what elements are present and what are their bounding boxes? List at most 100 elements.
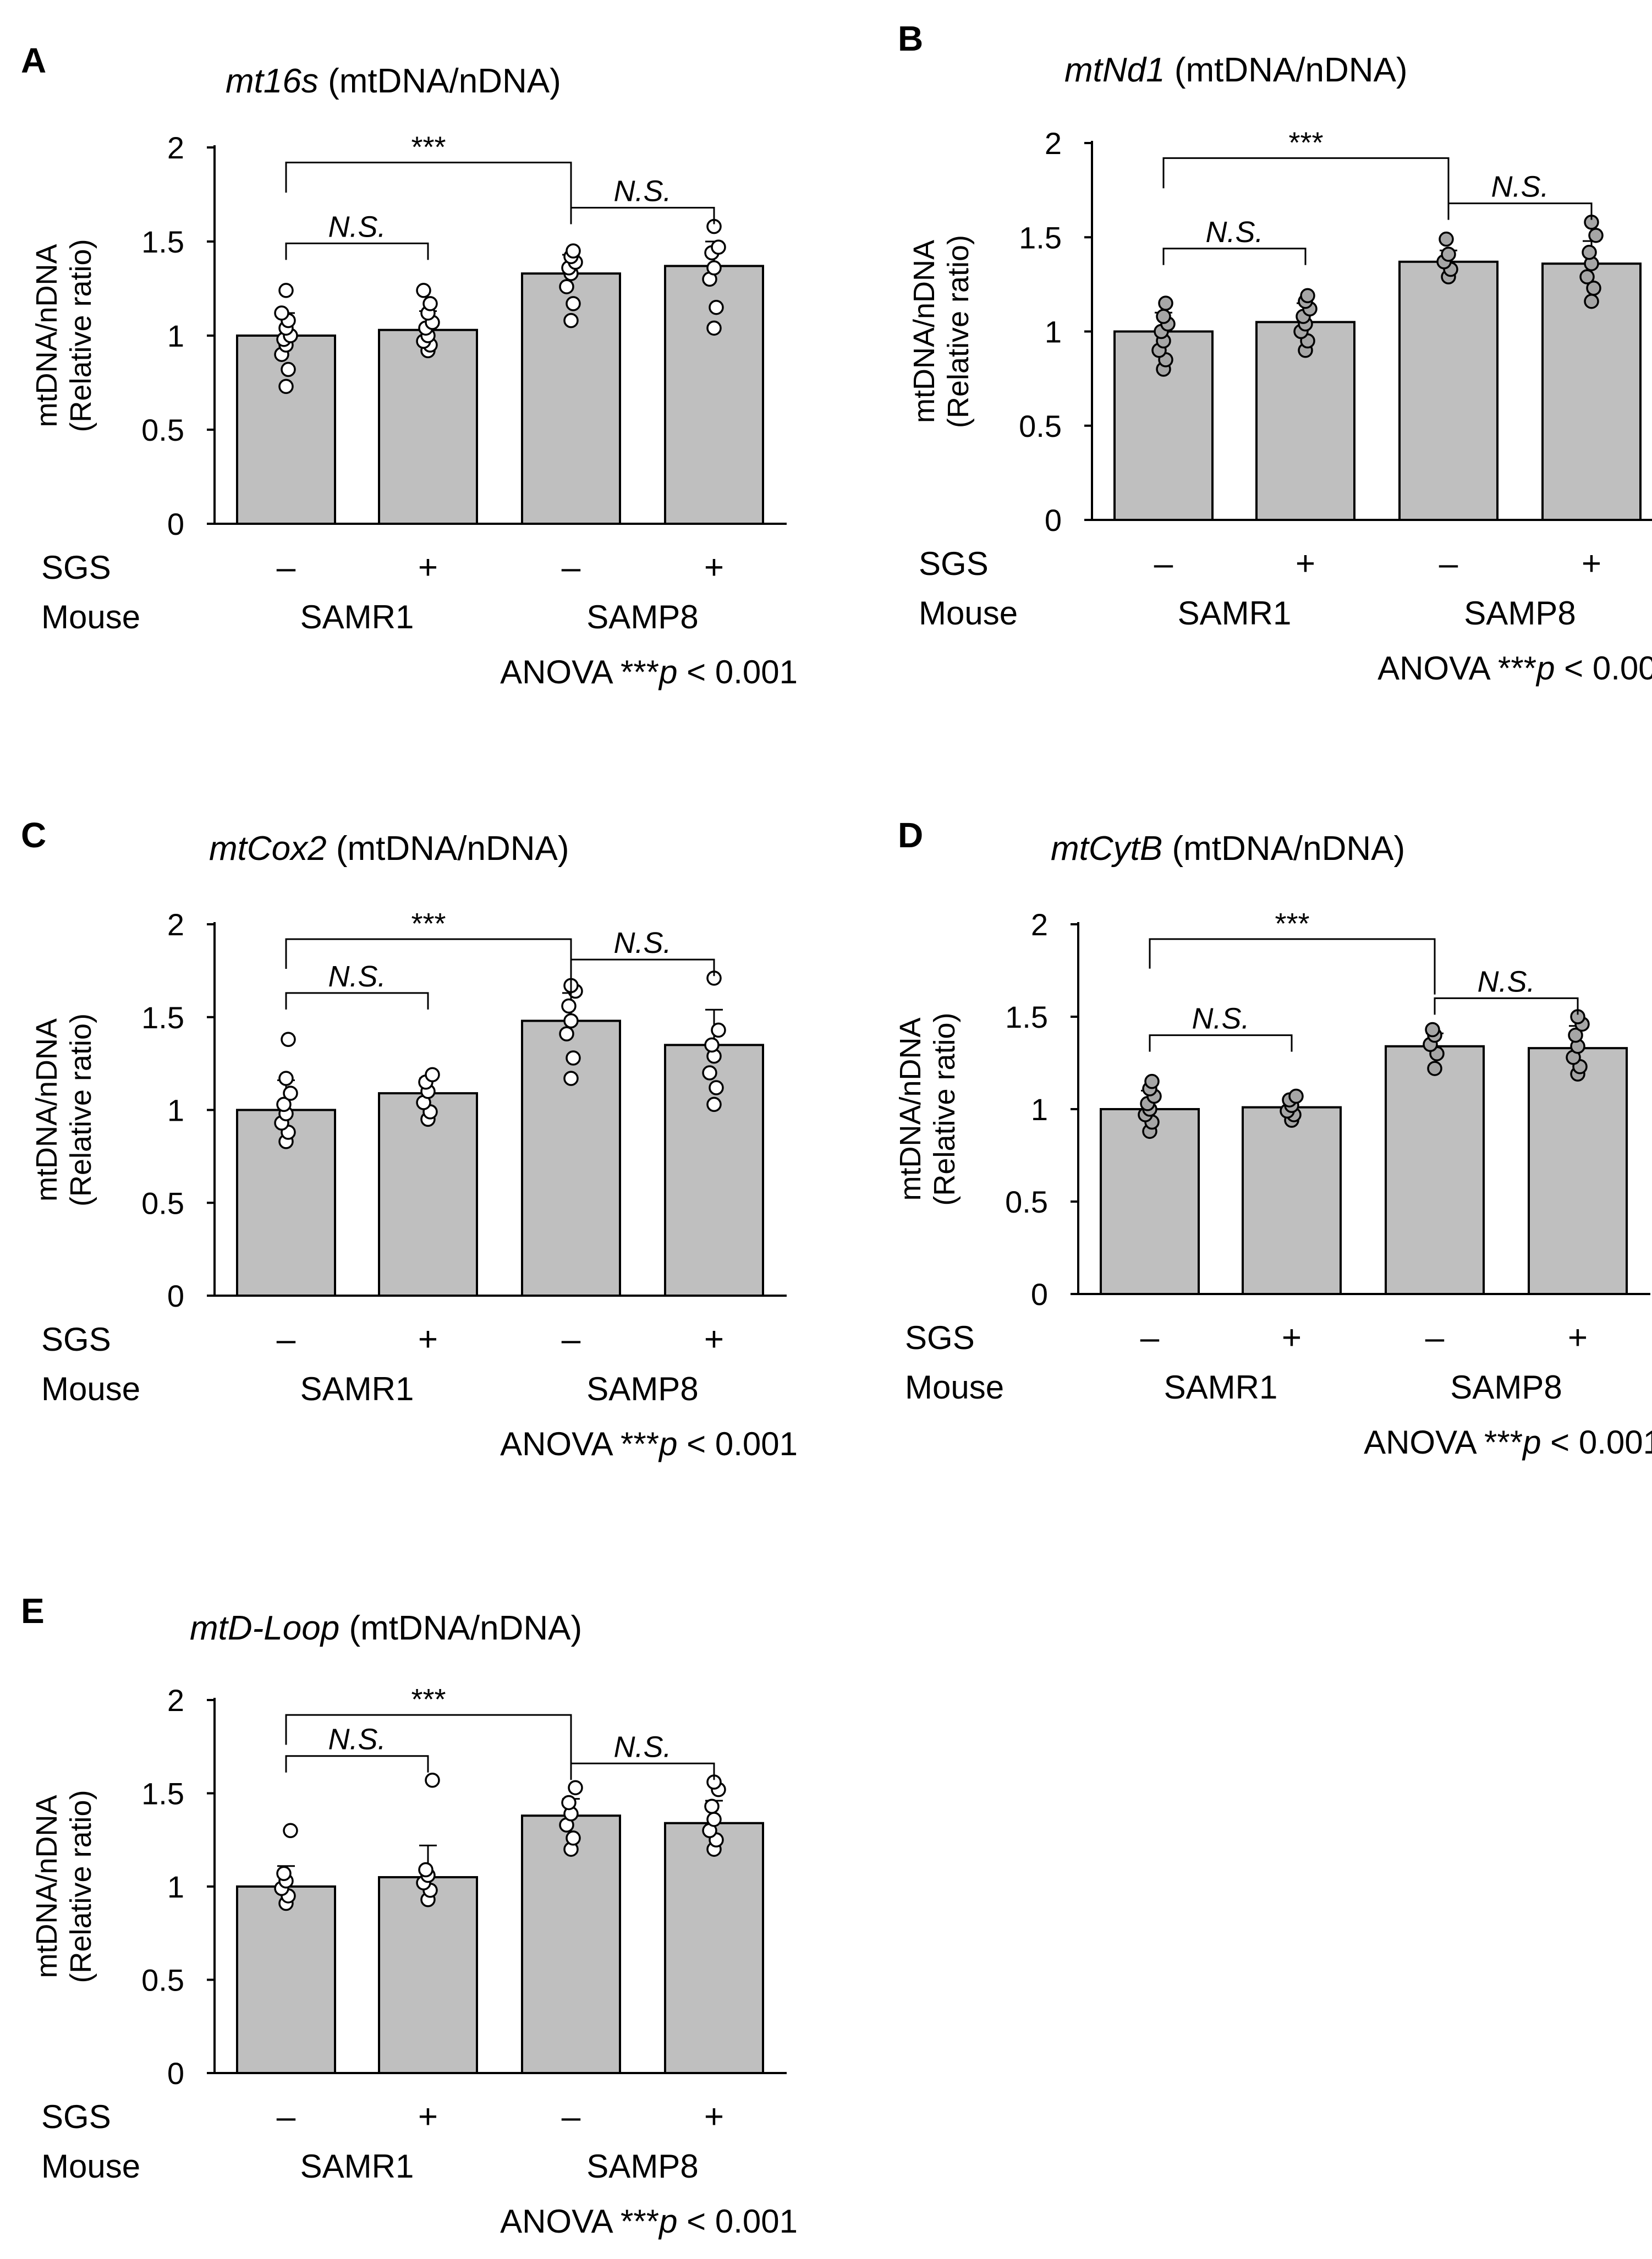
bracket-main-B [1162,157,1450,215]
mouse-row-label-C: Mouse [41,1370,140,1407]
sgs-sign-D-1: + [1282,1319,1302,1357]
mouse-group-C-1: SAMP8 [586,1370,698,1407]
sgs-sign-E-0: – [277,2098,296,2136]
sgs-sign-D-2: – [1425,1319,1445,1357]
sgs-sign-E-1: + [418,2098,438,2136]
significance-left-D: N.S. [1192,1002,1249,1035]
sgs-sign-E-3: + [704,2098,724,2136]
data-point-C-1-5 [425,1067,440,1083]
data-point-D-2-4 [1425,1022,1440,1038]
anova-suffix: < 0.001 [677,654,798,690]
panel-letter-D: D [898,815,923,855]
y-tick-label-B-3: 1.5 [1019,220,1062,255]
chart-title-gene: mt16s [226,62,319,100]
chart-title-rest: (mtDNA/nDNA) [327,830,569,868]
y-tick-label-A-2: 1 [167,319,184,353]
sgs-sign-A-2: – [562,549,581,586]
anova-prefix: ANOVA *** [500,654,659,690]
y-tick-label-D-1: 0.5 [1005,1185,1048,1219]
data-point-A-0-9 [278,283,294,298]
y-tick-label-B-0: 0 [1045,503,1062,538]
data-point-B-0-7 [1158,295,1173,311]
significance-left-C: N.S. [328,960,386,993]
mouse-row-label-E: Mouse [41,2148,140,2185]
data-point-A-0-1 [281,361,296,377]
bracket-left-E [285,1755,429,1773]
y-axis-label-line2: (Relative ratio) [64,1013,97,1207]
y-axis-label-line1: mtDNA/nDNA [30,244,63,427]
mouse-group-D-0: SAMR1 [1164,1369,1278,1406]
bracket-left-C [285,992,429,1010]
bracket-right-E [570,1762,715,1780]
y-tick-label-B-1: 0.5 [1019,409,1062,443]
data-point-C-0-4 [276,1096,292,1112]
bar-D-1 [1242,1106,1342,1295]
chart-title-C: mtCox2 (mtDNA/nDNA) [209,830,569,868]
data-point-D-1-5 [1288,1088,1304,1104]
data-point-B-3-1 [1586,280,1601,296]
mouse-row-label-A: Mouse [41,599,140,635]
anova-note-B: ANOVA ***p < 0.001 [1377,650,1652,687]
chart-title-gene: mtD-Loop [190,1609,339,1647]
significance-main-D: *** [1275,907,1309,940]
data-point-A-2-1 [566,296,581,311]
data-point-C-3-0 [706,1096,722,1112]
significance-main-E: *** [411,1683,446,1716]
sgs-sign-C-1: + [418,1320,438,1358]
significance-right-B: N.S. [1491,171,1549,204]
significance-left-B: N.S. [1205,216,1263,249]
mouse-row-label-B: Mouse [919,595,1018,632]
bar-D-3 [1528,1047,1628,1295]
data-point-C-3-5 [711,1022,726,1038]
data-point-E-3-4 [704,1799,720,1814]
mouse-group-B-1: SAMP8 [1464,595,1576,632]
chart-title-rest: (mtDNA/nDNA) [1162,830,1405,868]
sgs-sign-E-2: – [562,2098,581,2136]
mouse-group-D-1: SAMP8 [1450,1369,1562,1406]
data-point-D-2-0 [1427,1061,1442,1076]
sgs-sign-A-1: + [418,549,438,586]
chart-title-A: mt16s (mtDNA/nDNA) [226,62,561,100]
y-tick-label-A-4: 2 [167,130,184,165]
chart-title-gene: mtCytB [1051,830,1162,868]
data-point-A-3-1 [709,299,724,315]
y-tick-label-B-2: 1 [1045,315,1062,349]
data-point-A-0-0 [278,379,294,394]
bracket-main-E [285,1714,572,1771]
data-point-B-3-2 [1579,269,1595,284]
data-point-C-2-4 [561,998,577,1014]
anova-p: p [658,2203,677,2240]
y-tick-label-C-3: 1.5 [141,1000,184,1035]
anova-prefix: ANOVA *** [500,1425,659,1462]
significance-right-E: N.S. [613,1730,671,1763]
significance-main-B: *** [1288,126,1323,159]
data-point-E-2-5 [568,1780,583,1796]
chart-title-gene: mtCox2 [209,830,327,868]
y-tick-label-D-0: 0 [1031,1277,1048,1312]
sgs-sign-B-0: – [1154,545,1173,583]
chart-title-D: mtCytB (mtDNA/nDNA) [1051,830,1405,868]
y-axis-label-line1: mtDNA/nDNA [894,1017,927,1200]
data-point-A-2-0 [563,312,579,328]
bracket-left-A [285,242,429,260]
y-axis-label-line1: mtDNA/nDNA [908,240,941,423]
y-axis-label-line2: (Relative ratio) [928,1012,961,1205]
anova-note-C: ANOVA ***p < 0.001 [500,1425,798,1462]
significance-left-E: N.S. [328,1723,386,1756]
mouse-group-B-0: SAMR1 [1178,595,1292,632]
chart-title-rest: (mtDNA/nDNA) [319,62,561,100]
data-point-B-3-0 [1584,293,1599,309]
data-point-B-3-4 [1582,244,1597,260]
bar-B-2 [1398,260,1499,521]
anova-note-E: ANOVA ***p < 0.001 [500,2203,798,2240]
data-point-C-2-0 [563,1071,579,1086]
data-point-B-3-5 [1588,228,1604,243]
anova-p: p [1522,1424,1541,1461]
data-point-E-1-5 [425,1773,440,1788]
sgs-sign-B-1: + [1296,545,1315,583]
